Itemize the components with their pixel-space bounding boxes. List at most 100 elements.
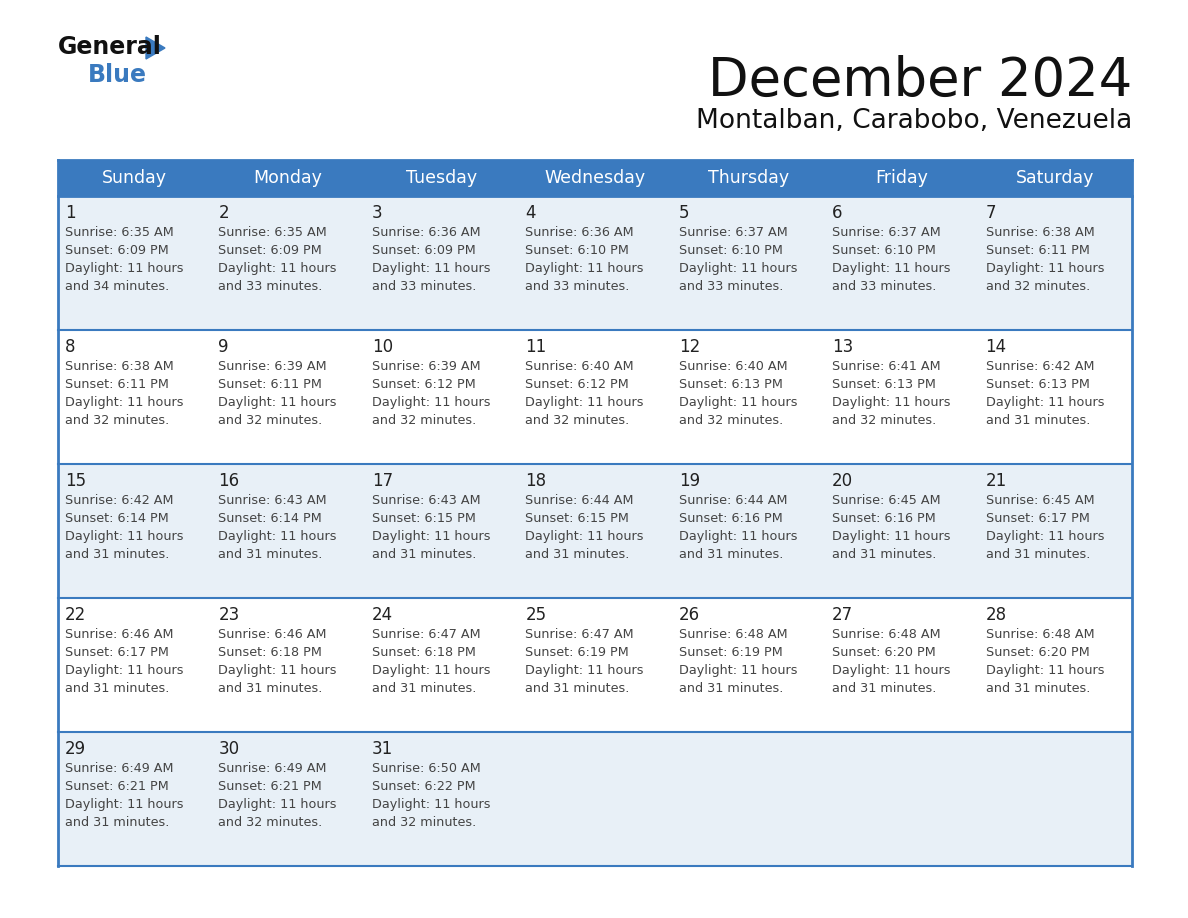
Text: Sunrise: 6:47 AM: Sunrise: 6:47 AM	[372, 628, 480, 641]
Text: Sunrise: 6:41 AM: Sunrise: 6:41 AM	[832, 360, 941, 373]
Text: Sunrise: 6:43 AM: Sunrise: 6:43 AM	[372, 494, 480, 507]
Text: Sunrise: 6:40 AM: Sunrise: 6:40 AM	[678, 360, 788, 373]
Text: Daylight: 11 hours: Daylight: 11 hours	[525, 664, 644, 677]
Text: 22: 22	[65, 606, 87, 624]
Text: Daylight: 11 hours: Daylight: 11 hours	[372, 262, 491, 275]
Text: General: General	[58, 35, 162, 59]
Text: Sunset: 6:21 PM: Sunset: 6:21 PM	[219, 780, 322, 793]
Text: Sunrise: 6:48 AM: Sunrise: 6:48 AM	[986, 628, 1094, 641]
Text: Sunrise: 6:49 AM: Sunrise: 6:49 AM	[65, 762, 173, 775]
Text: Sunset: 6:18 PM: Sunset: 6:18 PM	[219, 646, 322, 659]
Text: 23: 23	[219, 606, 240, 624]
Text: Sunset: 6:13 PM: Sunset: 6:13 PM	[832, 378, 936, 391]
Bar	[58, 598, 1132, 732]
Text: Sunset: 6:10 PM: Sunset: 6:10 PM	[832, 244, 936, 257]
Text: and 31 minutes.: and 31 minutes.	[525, 682, 630, 695]
Text: Sunset: 6:13 PM: Sunset: 6:13 PM	[986, 378, 1089, 391]
Text: Sunrise: 6:36 AM: Sunrise: 6:36 AM	[525, 226, 634, 239]
Text: and 33 minutes.: and 33 minutes.	[372, 280, 476, 293]
Text: Sunset: 6:12 PM: Sunset: 6:12 PM	[525, 378, 628, 391]
Text: and 31 minutes.: and 31 minutes.	[678, 682, 783, 695]
Text: Sunrise: 6:35 AM: Sunrise: 6:35 AM	[219, 226, 327, 239]
Text: Sunset: 6:12 PM: Sunset: 6:12 PM	[372, 378, 475, 391]
Text: and 32 minutes.: and 32 minutes.	[372, 414, 476, 427]
Bar	[58, 196, 1132, 330]
Text: and 33 minutes.: and 33 minutes.	[525, 280, 630, 293]
Text: 26: 26	[678, 606, 700, 624]
Text: Sunset: 6:09 PM: Sunset: 6:09 PM	[372, 244, 475, 257]
Text: Sunset: 6:21 PM: Sunset: 6:21 PM	[65, 780, 169, 793]
Text: and 32 minutes.: and 32 minutes.	[832, 414, 936, 427]
Text: and 31 minutes.: and 31 minutes.	[372, 548, 476, 561]
Text: Sunset: 6:19 PM: Sunset: 6:19 PM	[678, 646, 783, 659]
Text: and 33 minutes.: and 33 minutes.	[832, 280, 936, 293]
Text: Sunrise: 6:44 AM: Sunrise: 6:44 AM	[525, 494, 633, 507]
Text: Daylight: 11 hours: Daylight: 11 hours	[219, 262, 337, 275]
Text: Sunrise: 6:47 AM: Sunrise: 6:47 AM	[525, 628, 634, 641]
Text: and 31 minutes.: and 31 minutes.	[65, 548, 170, 561]
Text: Daylight: 11 hours: Daylight: 11 hours	[65, 530, 183, 543]
Text: Saturday: Saturday	[1016, 169, 1094, 187]
Text: Daylight: 11 hours: Daylight: 11 hours	[832, 262, 950, 275]
Text: Sunset: 6:22 PM: Sunset: 6:22 PM	[372, 780, 475, 793]
Text: Sunrise: 6:45 AM: Sunrise: 6:45 AM	[832, 494, 941, 507]
Text: 31: 31	[372, 740, 393, 758]
Text: Sunset: 6:10 PM: Sunset: 6:10 PM	[525, 244, 630, 257]
Text: Sunrise: 6:46 AM: Sunrise: 6:46 AM	[65, 628, 173, 641]
Text: Daylight: 11 hours: Daylight: 11 hours	[65, 664, 183, 677]
Text: Sunrise: 6:48 AM: Sunrise: 6:48 AM	[832, 628, 941, 641]
Text: Friday: Friday	[876, 169, 928, 187]
Text: 11: 11	[525, 338, 546, 356]
Text: Sunset: 6:13 PM: Sunset: 6:13 PM	[678, 378, 783, 391]
Text: Daylight: 11 hours: Daylight: 11 hours	[525, 262, 644, 275]
Text: Sunrise: 6:40 AM: Sunrise: 6:40 AM	[525, 360, 634, 373]
Text: and 34 minutes.: and 34 minutes.	[65, 280, 169, 293]
Text: Daylight: 11 hours: Daylight: 11 hours	[65, 262, 183, 275]
Text: 19: 19	[678, 472, 700, 490]
Text: and 32 minutes.: and 32 minutes.	[219, 816, 323, 829]
Text: Sunrise: 6:39 AM: Sunrise: 6:39 AM	[372, 360, 480, 373]
Text: Sunrise: 6:35 AM: Sunrise: 6:35 AM	[65, 226, 173, 239]
Text: Daylight: 11 hours: Daylight: 11 hours	[219, 664, 337, 677]
Text: Sunrise: 6:38 AM: Sunrise: 6:38 AM	[986, 226, 1094, 239]
Text: 18: 18	[525, 472, 546, 490]
Text: Sunset: 6:16 PM: Sunset: 6:16 PM	[678, 512, 783, 525]
Text: Sunset: 6:09 PM: Sunset: 6:09 PM	[65, 244, 169, 257]
Text: Daylight: 11 hours: Daylight: 11 hours	[832, 530, 950, 543]
Text: Sunset: 6:11 PM: Sunset: 6:11 PM	[986, 244, 1089, 257]
Text: 6: 6	[832, 204, 842, 222]
Text: Daylight: 11 hours: Daylight: 11 hours	[372, 798, 491, 811]
Text: Sunrise: 6:37 AM: Sunrise: 6:37 AM	[832, 226, 941, 239]
Text: Sunday: Sunday	[102, 169, 168, 187]
Text: Sunset: 6:20 PM: Sunset: 6:20 PM	[986, 646, 1089, 659]
Text: and 31 minutes.: and 31 minutes.	[372, 682, 476, 695]
Text: 27: 27	[832, 606, 853, 624]
Text: 5: 5	[678, 204, 689, 222]
Text: Tuesday: Tuesday	[406, 169, 478, 187]
Text: Daylight: 11 hours: Daylight: 11 hours	[219, 798, 337, 811]
Text: 29: 29	[65, 740, 86, 758]
Text: Sunrise: 6:49 AM: Sunrise: 6:49 AM	[219, 762, 327, 775]
Text: 15: 15	[65, 472, 86, 490]
Text: Sunset: 6:14 PM: Sunset: 6:14 PM	[219, 512, 322, 525]
Text: and 32 minutes.: and 32 minutes.	[678, 414, 783, 427]
Text: Daylight: 11 hours: Daylight: 11 hours	[832, 664, 950, 677]
Text: Wednesday: Wednesday	[544, 169, 645, 187]
Text: Sunset: 6:14 PM: Sunset: 6:14 PM	[65, 512, 169, 525]
Text: 2: 2	[219, 204, 229, 222]
Text: 14: 14	[986, 338, 1006, 356]
Text: Sunset: 6:09 PM: Sunset: 6:09 PM	[219, 244, 322, 257]
Text: and 31 minutes.: and 31 minutes.	[986, 414, 1089, 427]
Text: Sunrise: 6:39 AM: Sunrise: 6:39 AM	[219, 360, 327, 373]
Text: and 31 minutes.: and 31 minutes.	[219, 682, 323, 695]
Text: 4: 4	[525, 204, 536, 222]
Text: Sunset: 6:10 PM: Sunset: 6:10 PM	[678, 244, 783, 257]
Text: Monday: Monday	[254, 169, 323, 187]
Text: Sunrise: 6:46 AM: Sunrise: 6:46 AM	[219, 628, 327, 641]
Text: December 2024: December 2024	[708, 55, 1132, 107]
Text: Sunset: 6:15 PM: Sunset: 6:15 PM	[525, 512, 630, 525]
Text: 25: 25	[525, 606, 546, 624]
Bar	[58, 160, 1132, 196]
Text: Sunrise: 6:44 AM: Sunrise: 6:44 AM	[678, 494, 788, 507]
Bar	[58, 732, 1132, 866]
